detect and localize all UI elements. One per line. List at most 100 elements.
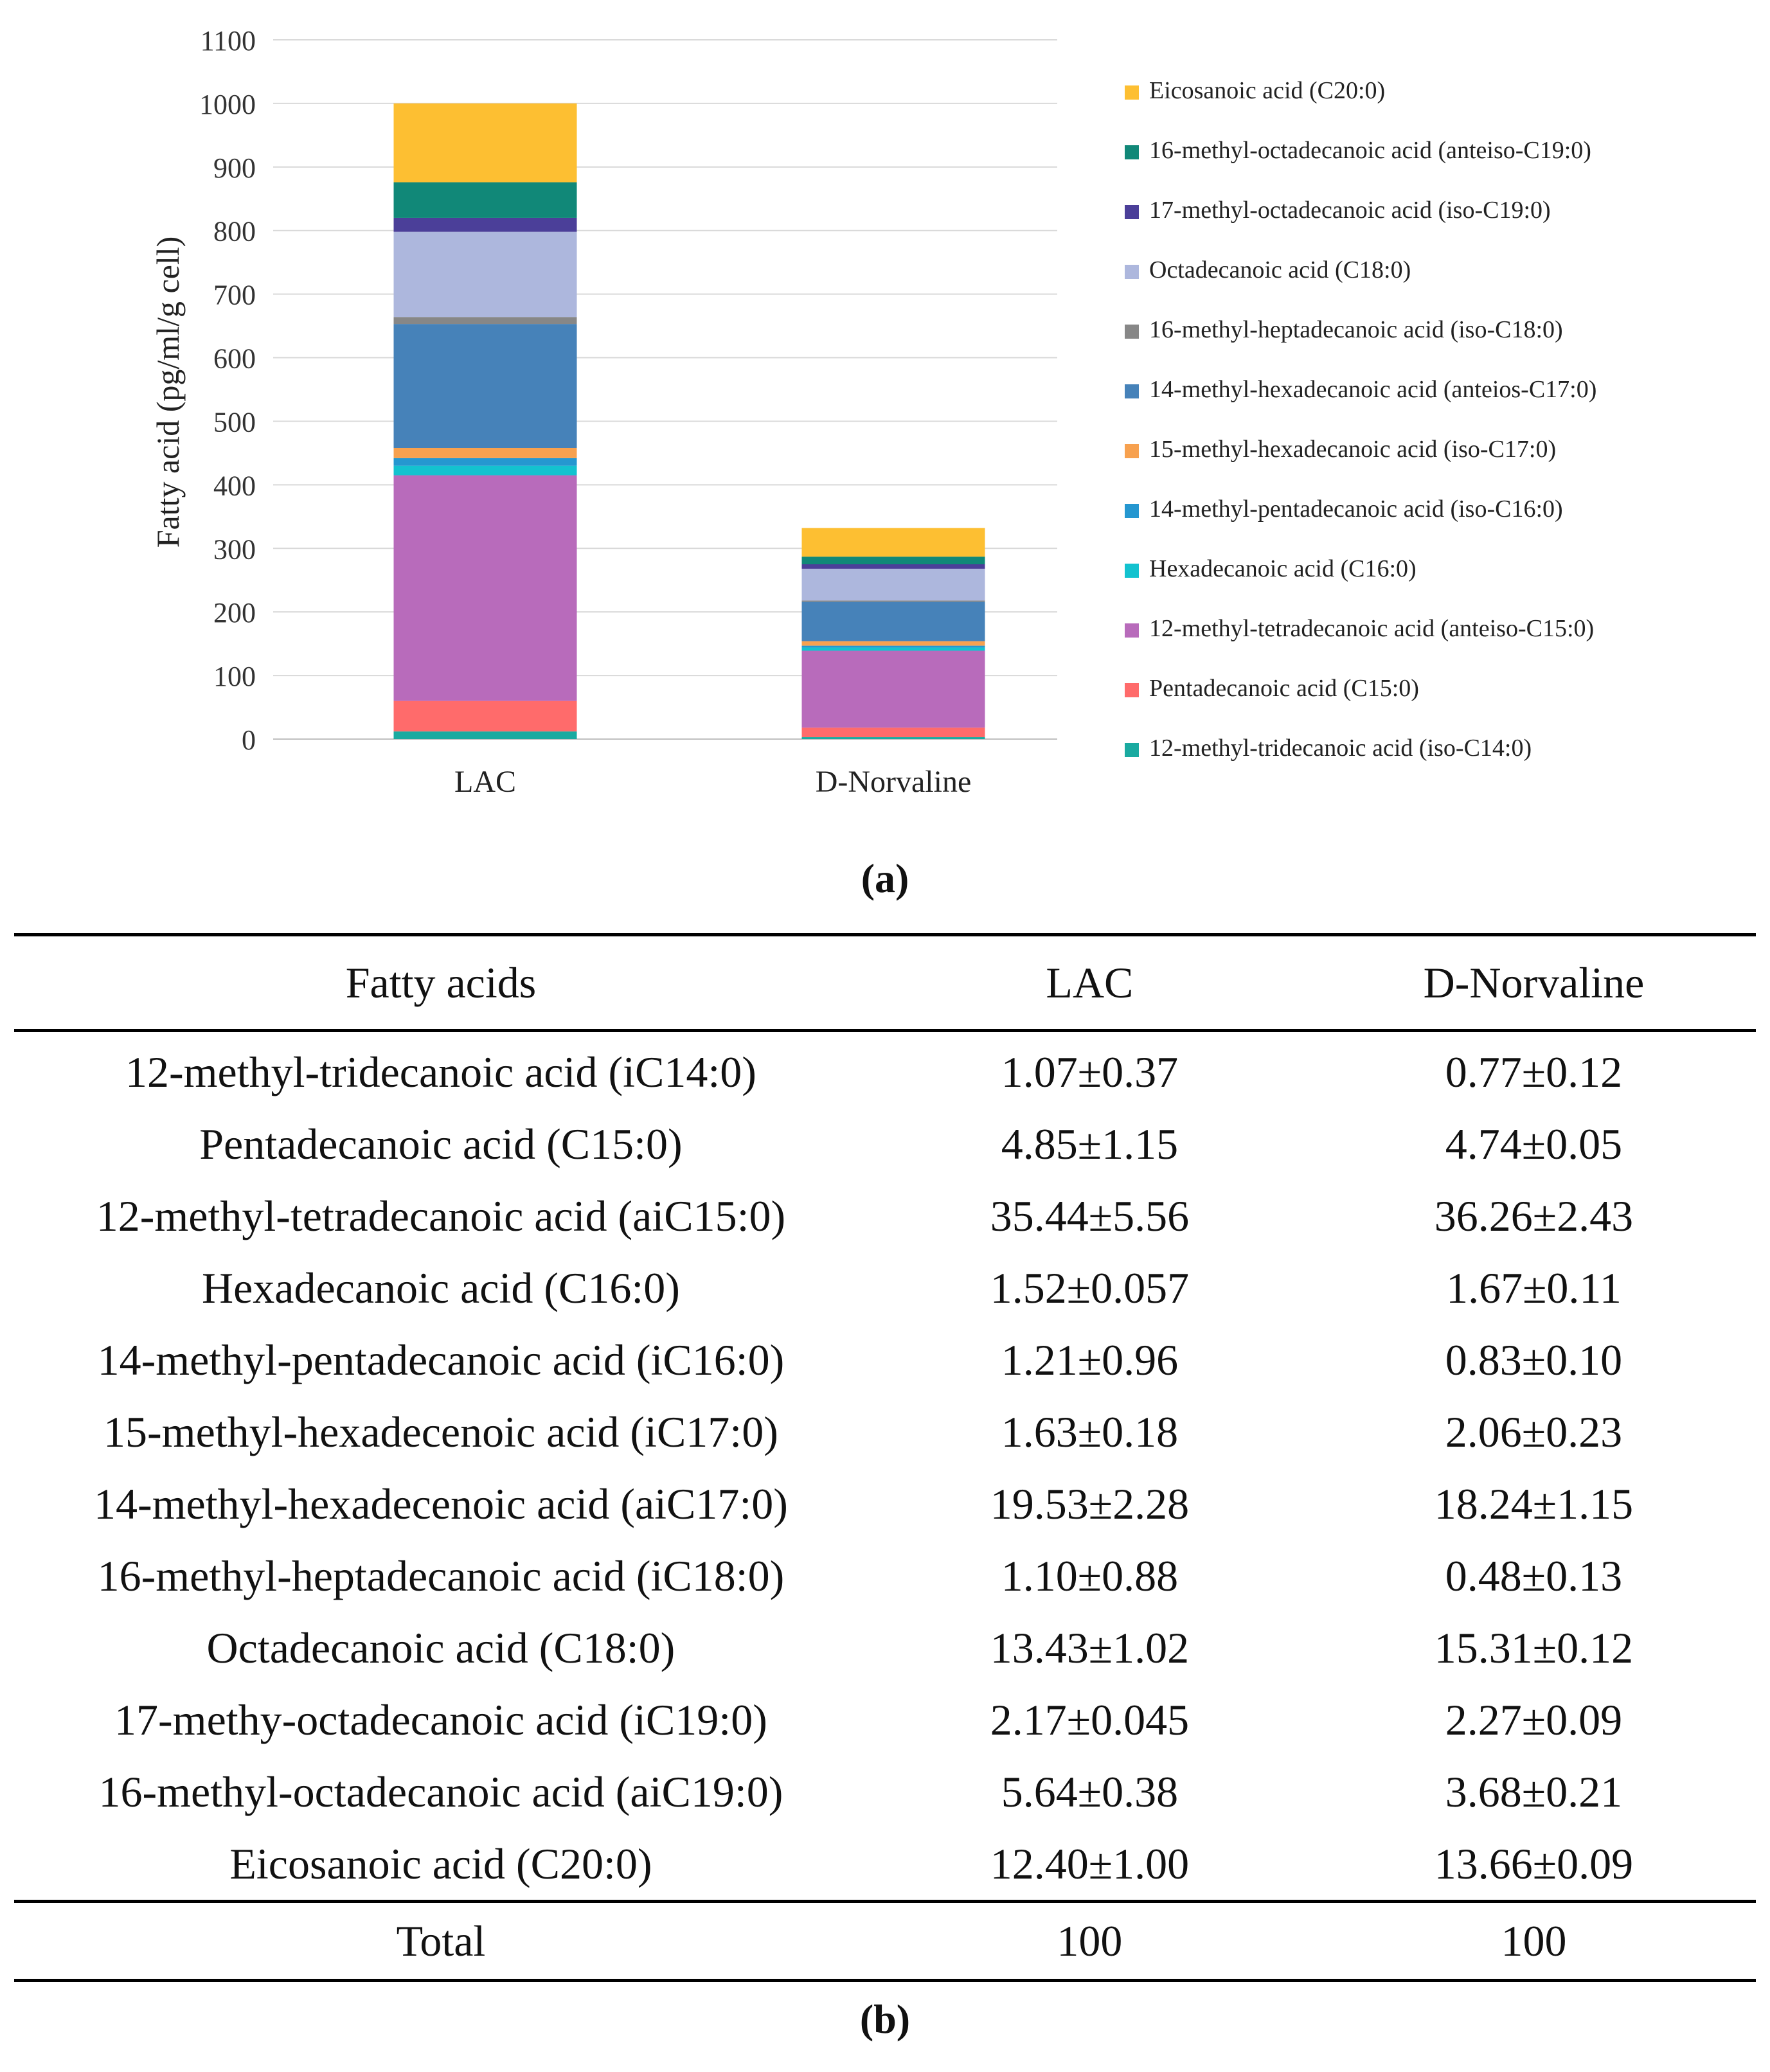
legend: Eicosanoic acid (C20:0) 16-methyl-octadec… [1125,77,1596,762]
legend-swatch [1125,384,1139,398]
cell-d-norvaline: 2.27±0.09 [1445,1695,1623,1744]
bar-segment [801,564,985,569]
legend-label: Eicosanoic acid (C20:0) [1149,77,1385,104]
legend-label: 15-methyl-hexadecanoic acid (iso-C17:0) [1149,436,1556,463]
bar-segment [393,458,577,466]
legend-swatch [1125,504,1139,518]
x-tick-label: D-Norvaline [816,765,972,799]
legend-label: Hexadecanoic acid (C16:0) [1149,555,1417,582]
cell-d-norvaline: 18.24±1.15 [1434,1479,1634,1528]
cell-fatty-acid: Eicosanoic acid (C20:0) [229,1839,652,1888]
bar-segment [801,528,985,557]
bar-segment [393,701,577,732]
cell-fatty-acid: 14-methyl-pentadecanoic acid (iC16:0) [97,1335,785,1384]
bar-segment [801,568,985,601]
y-tick-label: 1000 [199,89,256,120]
fatty-acid-table: Fatty acids LAC D-Norvaline 12-methyl-tr… [14,933,1756,1982]
cell-fatty-acid: Pentadecanoic acid (C15:0) [199,1119,683,1168]
legend-label: 16-methyl-heptadecanoic acid (iso-C18:0) [1149,316,1563,343]
bar-segment [393,475,577,701]
bar-segment [393,317,577,325]
legend-swatch [1125,444,1139,458]
bar-segment [801,650,985,728]
panel-a-label: (a) [861,855,909,901]
y-axis-label: Fatty acid (pg/ml/g cell) [150,237,186,548]
legend-label: 12-methyl-tridecanoic acid (iso-C14:0) [1149,735,1532,762]
legend-label: 14-methyl-pentadecanoic acid (iso-C16:0) [1149,496,1563,522]
bar-segment [801,645,985,648]
bar-segment [393,103,577,183]
header-lac: LAC [867,933,1312,1032]
legend-swatch [1125,683,1139,697]
cell-fatty-acid: 17-methy-octadecanoic acid (iC19:0) [114,1695,767,1744]
cell-d-norvaline: 0.48±0.13 [1445,1551,1623,1600]
table-header-row: Fatty acids LAC D-Norvaline [14,933,1756,1032]
bar-segment [393,182,577,218]
cell-fatty-acid: Octadecanoic acid (C18:0) [206,1623,675,1672]
total-label: Total [14,1900,868,1982]
y-tick-label: 600 [213,343,256,375]
y-tick-label: 700 [213,280,256,311]
bars [393,103,985,739]
bar-segment [393,217,577,232]
cell-lac: 19.53±2.28 [990,1479,1190,1528]
legend-label: 16-methyl-octadecanoic acid (anteiso-C19… [1149,137,1591,164]
cell-d-norvaline: 36.26±2.43 [1434,1191,1634,1240]
cell-lac: 1.21±0.96 [1001,1335,1179,1384]
table-row: Eicosanoic acid (C20:0) 12.40±1.00 13.66±0… [14,1828,1756,1902]
legend-swatch [1125,743,1139,757]
header-fatty-acids: Fatty acids [14,933,868,1032]
cell-d-norvaline: 0.83±0.10 [1445,1335,1623,1384]
table-row: 17-methy-octadecanoic acid (iC19:0) 2.17±… [14,1684,1756,1756]
legend-label: 14-methyl-hexadecanoic acid (anteios-C17… [1149,376,1596,403]
y-tick-label: 900 [213,152,256,184]
stacked-bar-chart: 0 100 200 300 400 500 600 700 800 900 1000 1100 Fat… [150,25,1596,799]
bar-segment [393,731,577,739]
cell-fatty-acid: 14-methyl-hexadecenoic acid (aiC17:0) [93,1479,788,1528]
bar-segment [801,641,985,646]
cell-fatty-acid: 16-methyl-octadecanoic acid (aiC19:0) [98,1767,783,1816]
bar-segment [393,231,577,317]
cell-lac: 1.10±0.88 [1001,1551,1179,1600]
cell-fatty-acid: 16-methyl-heptadecanoic acid (iC18:0) [97,1551,785,1600]
cell-lac: 1.52±0.057 [990,1263,1190,1312]
total-d-norvaline: 100 [1311,1900,1756,1982]
legend-label: 17-methyl-octadecanoic acid (iso-C19:0) [1149,197,1551,224]
bar-segment [393,465,577,476]
legend-swatch [1125,145,1139,159]
bar-segment [801,728,985,738]
panel-b-label: (b) [859,1996,911,2042]
cell-d-norvaline: 0.77±0.12 [1445,1047,1623,1096]
y-tick-label: 1100 [201,25,256,57]
cell-d-norvaline: 2.06±0.23 [1445,1407,1623,1456]
cell-fatty-acid: 12-methyl-tridecanoic acid (iC14:0) [125,1047,756,1096]
bar-segment [393,324,577,448]
cell-lac: 1.07±0.37 [1001,1047,1179,1096]
legend-swatch [1125,205,1139,219]
cell-d-norvaline: 1.67±0.11 [1446,1263,1622,1312]
table-row: Octadecanoic acid (C18:0) 13.43±1.02 15.31… [14,1612,1756,1684]
cell-d-norvaline: 15.31±0.12 [1434,1623,1634,1672]
table-row: 12-methyl-tetradecanoic acid (aiC15:0) 35… [14,1180,1756,1252]
bar-segment [801,557,985,564]
bar-segment [801,600,985,602]
legend-swatch [1125,85,1139,100]
table-row: Pentadecanoic acid (C15:0) 4.85±1.15 4.74±… [14,1108,1756,1180]
cell-fatty-acid: Hexadecanoic acid (C16:0) [202,1263,680,1312]
table-row: Hexadecanoic acid (C16:0) 1.52±0.057 1.67±… [14,1252,1756,1324]
legend-label: Octadecanoic acid (C18:0) [1149,256,1411,283]
table-row: 12-methyl-tridecanoic acid (iC14:0) 1.07±… [14,1031,1756,1109]
cell-lac: 35.44±5.56 [990,1191,1190,1240]
cell-lac: 5.64±0.38 [1001,1767,1179,1816]
bar-segment [801,737,985,739]
x-tick-label: LAC [454,765,516,799]
y-axis-ticks: 0 100 200 300 400 500 600 700 800 900 1000 1100 [199,25,256,756]
total-lac: 100 [867,1900,1312,1982]
table-row: 15-methyl-hexadecenoic acid (iC17:0) 1.63… [14,1396,1756,1468]
cell-lac: 13.43±1.02 [990,1623,1190,1672]
y-tick-label: 800 [213,216,256,247]
legend-swatch [1125,325,1139,339]
legend-swatch [1125,564,1139,578]
cell-lac: 4.85±1.15 [1001,1119,1179,1168]
y-tick-label: 100 [213,661,256,692]
